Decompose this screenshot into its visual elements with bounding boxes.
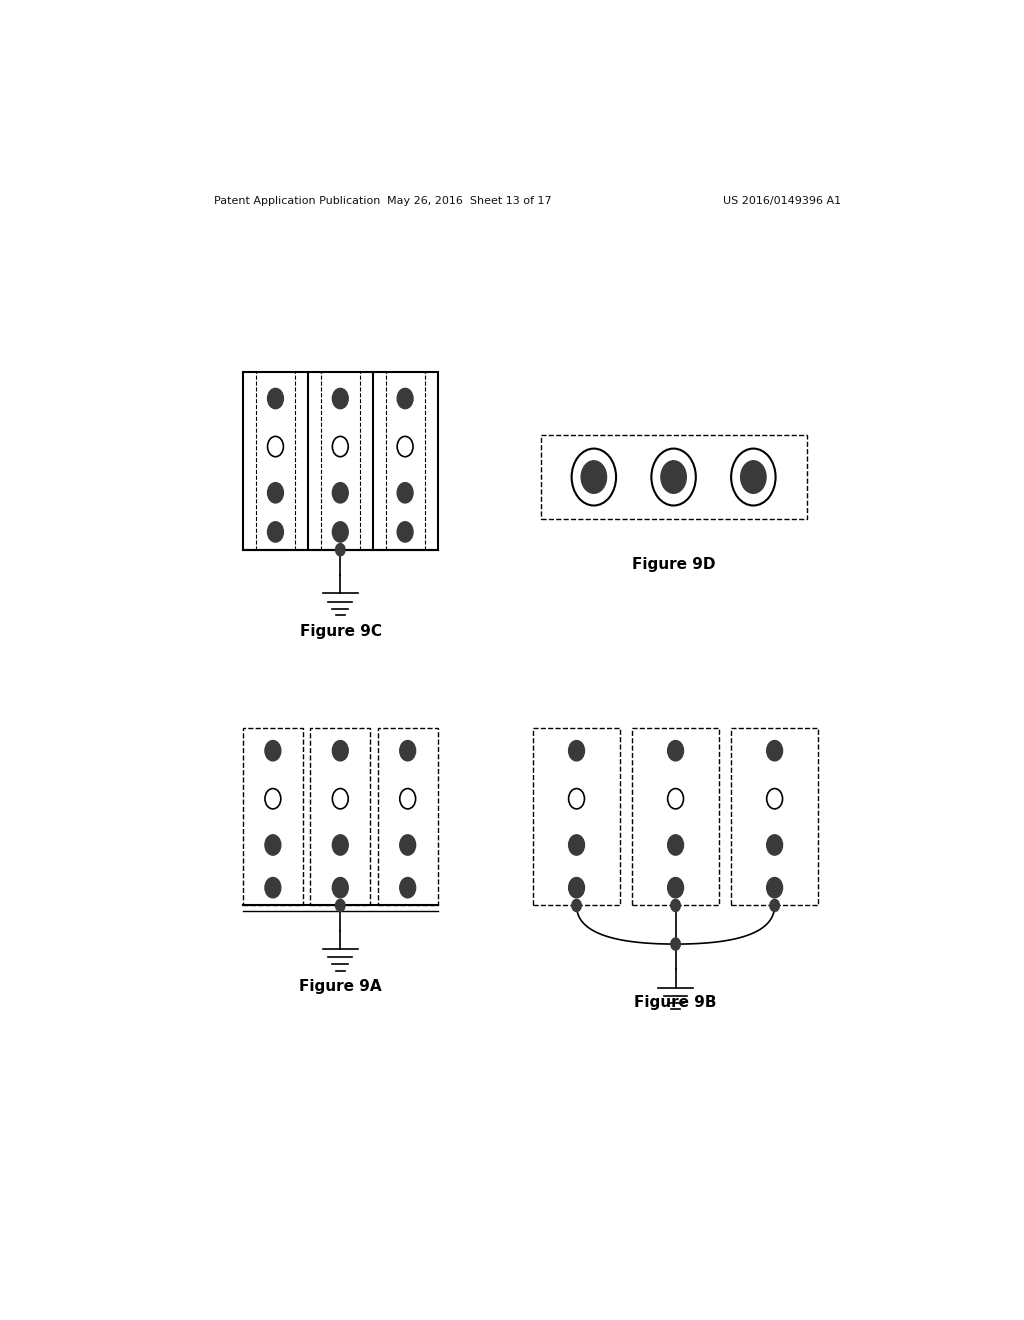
Circle shape [660,461,686,494]
Circle shape [671,899,680,912]
Circle shape [399,834,416,855]
Circle shape [767,741,782,760]
Text: May 26, 2016  Sheet 13 of 17: May 26, 2016 Sheet 13 of 17 [387,197,552,206]
Bar [731,727,818,906]
Circle shape [333,834,348,855]
Circle shape [767,834,782,855]
Circle shape [397,388,413,409]
Text: Figure 9B: Figure 9B [634,994,717,1010]
Circle shape [568,878,585,898]
Circle shape [267,388,284,409]
Circle shape [333,741,348,760]
Circle shape [265,741,281,760]
Circle shape [333,521,348,543]
Circle shape [333,878,348,898]
Circle shape [767,878,782,898]
Circle shape [668,878,684,898]
Circle shape [568,741,585,760]
Bar [243,372,437,549]
Circle shape [399,741,416,760]
Circle shape [668,741,684,760]
Circle shape [397,483,413,503]
Bar [632,727,720,906]
Circle shape [333,388,348,409]
Bar [532,727,621,906]
Bar [378,727,437,906]
Bar [541,434,807,519]
Text: US 2016/0149396 A1: US 2016/0149396 A1 [723,197,842,206]
Circle shape [267,483,284,503]
Circle shape [267,521,284,543]
Circle shape [671,939,680,950]
Circle shape [668,834,684,855]
Circle shape [399,878,416,898]
Bar [243,727,303,906]
Circle shape [571,899,582,912]
Text: Figure 9C: Figure 9C [300,623,382,639]
Circle shape [265,834,281,855]
Text: Patent Application Publication: Patent Application Publication [214,197,380,206]
Circle shape [397,521,413,543]
Circle shape [740,461,766,494]
Circle shape [568,834,585,855]
Circle shape [336,899,345,912]
Circle shape [336,544,345,556]
Circle shape [582,461,606,494]
Circle shape [333,483,348,503]
Circle shape [265,878,281,898]
Text: Figure 9D: Figure 9D [632,557,716,573]
Circle shape [770,899,779,912]
Bar [310,727,370,906]
Text: Figure 9A: Figure 9A [299,979,382,994]
